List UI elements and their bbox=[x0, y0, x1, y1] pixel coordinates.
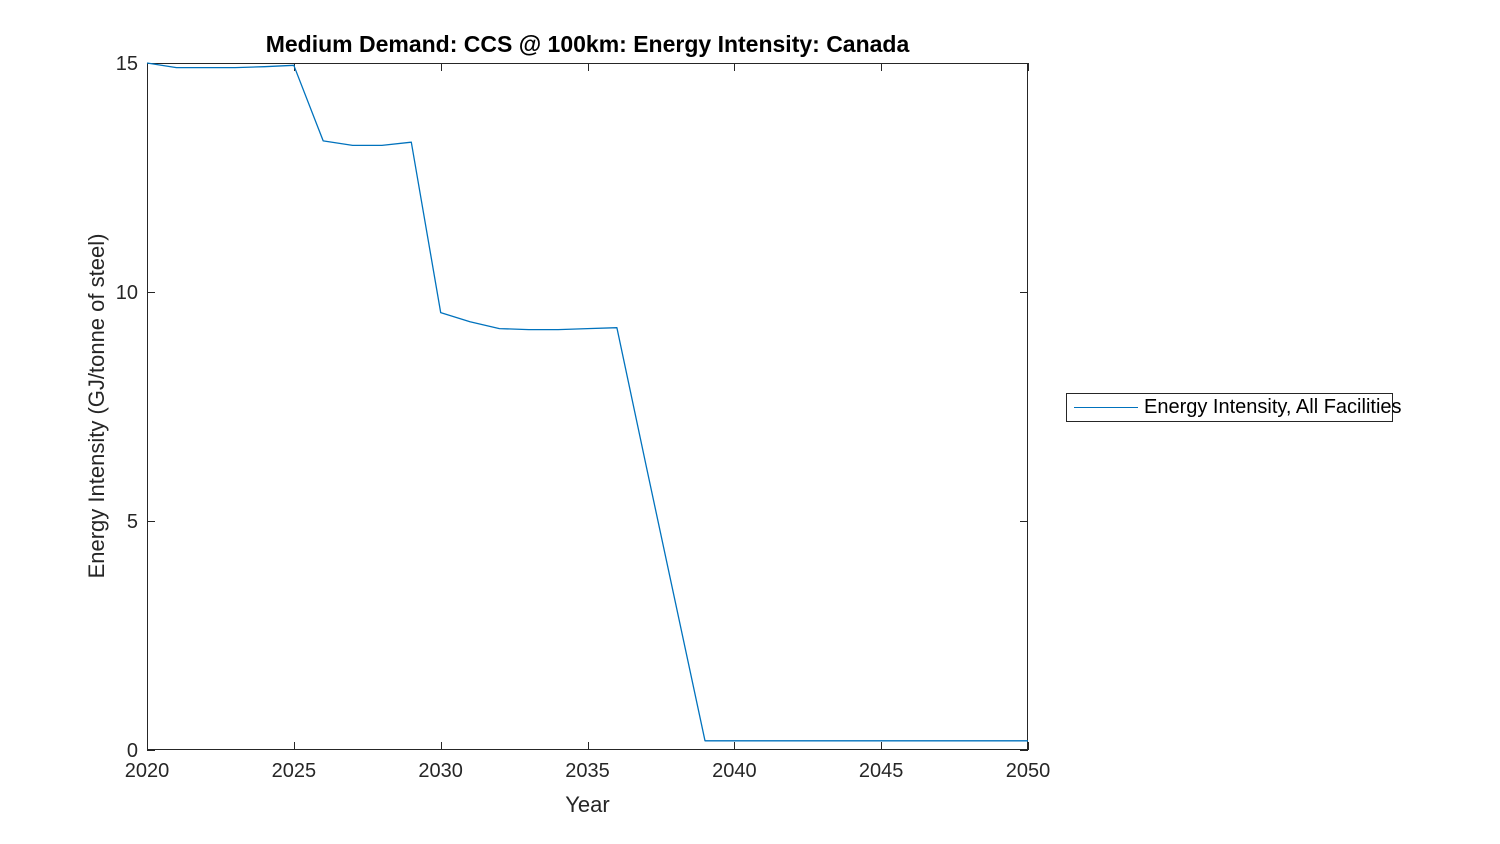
x-tick-label: 2025 bbox=[272, 760, 317, 782]
y-tick-label: 15 bbox=[116, 53, 138, 75]
legend-label: Energy Intensity, All Facilities bbox=[1144, 396, 1402, 418]
x-tick-label: 2035 bbox=[565, 760, 610, 782]
axes-box bbox=[147, 63, 1028, 750]
x-tick-label: 2050 bbox=[1006, 760, 1051, 782]
y-tick-label: 10 bbox=[116, 282, 138, 304]
x-tick-label: 2040 bbox=[712, 760, 757, 782]
x-tick-label: 2030 bbox=[418, 760, 463, 782]
series-line bbox=[146, 62, 1028, 742]
x-tick-label: 2045 bbox=[859, 760, 904, 782]
chart-title: Medium Demand: CCS @ 100km: Energy Inten… bbox=[265, 31, 910, 57]
y-tick-label: 5 bbox=[127, 511, 138, 533]
x-axis-label: Year bbox=[565, 792, 610, 817]
legend-line-sample-icon bbox=[1074, 406, 1138, 409]
y-tick-label: 0 bbox=[127, 740, 138, 762]
y-axis-label: Energy Intensity (GJ/tonne of steel) bbox=[84, 233, 109, 579]
legend: Energy Intensity, All Facilities bbox=[1066, 393, 1402, 422]
x-tick-label: 2020 bbox=[125, 760, 170, 782]
